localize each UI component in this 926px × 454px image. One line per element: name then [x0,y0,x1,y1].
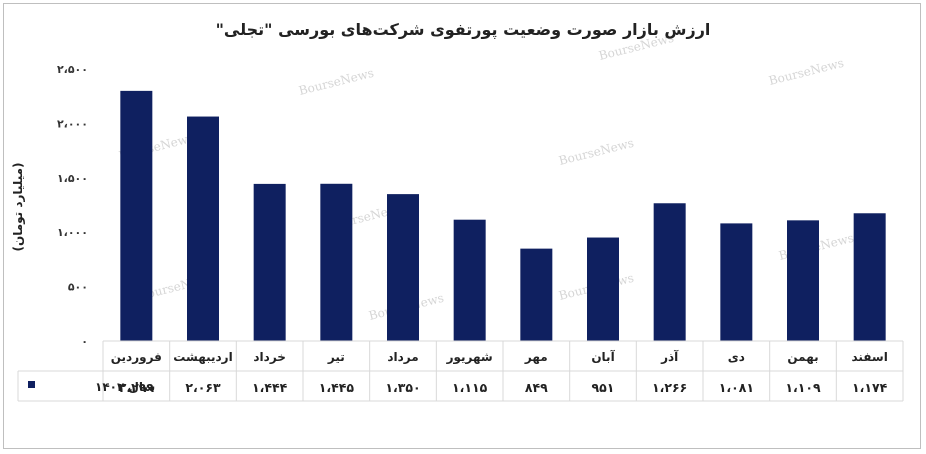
watermark-text: BourseNews [297,66,375,98]
bar [653,203,686,341]
category-label: شهریور [446,350,493,365]
y-tick-label: ۲،۰۰۰ [57,117,88,130]
category-label: اسفند [851,350,887,364]
legend-label: سال ۱۴۰۲ [95,380,155,394]
value-label: ۸۴۹ [525,380,548,395]
watermark-text: BourseNews [557,136,635,168]
category-label: مرداد [387,350,418,364]
category-label: بهمن [787,350,818,364]
category-label: فروردین [111,350,162,365]
category-label: مهر [524,350,548,364]
y-axis-ticks: ۰ ۵۰۰ ۱،۰۰۰ ۱،۵۰۰ ۲،۰۰۰ ۲،۵۰۰ [57,63,88,348]
legend-swatch [28,381,35,388]
value-label: ۹۵۱ [592,380,615,395]
value-label: ۱،۱۱۵ [452,380,488,395]
y-tick-label: ۱،۵۰۰ [57,172,88,185]
bar [253,183,286,341]
data-table: فروردین ۲،۲۹۹ اردیبهشت ۲،۰۶۳ خرداد ۱،۴۴۴ تیر ۱،… [17,340,904,402]
bar [720,223,753,341]
category-label: آبان [591,349,615,364]
bar [120,90,153,341]
value-label: ۱،۲۶۶ [652,380,687,395]
bar [187,116,219,342]
category-label: آذر [660,349,679,364]
value-label: ۱،۱۰۹ [785,380,821,395]
bar [520,248,553,341]
bar [853,213,886,341]
y-tick-label: ۱،۰۰۰ [57,226,88,239]
category-label: خرداد [253,350,286,364]
bar [387,194,419,341]
y-axis-label: (میلیارد تومان) [11,162,26,251]
bar [587,237,619,341]
category-label: دی [728,350,745,364]
chart-title: ارزش بازار صورت وضعیت پورتفوی شرکت‌های ب… [216,20,711,40]
value-label: ۱،۱۷۴ [852,380,888,395]
value-label: ۱،۰۸۱ [719,380,754,395]
y-tick-label: ۲،۵۰۰ [57,63,88,76]
value-label: ۱،۳۵۰ [385,380,420,395]
bars [120,90,886,342]
category-label: اردیبهشت [173,350,232,364]
y-tick-label: ۵۰۰ [68,281,88,294]
value-label: ۱،۴۴۵ [319,380,355,395]
category-label: تیر [327,350,345,364]
value-label: ۲،۲۹۹ [119,380,155,395]
y-tick-label: ۰ [81,335,88,348]
bar [453,219,486,341]
value-label: ۲،۰۶۳ [185,380,221,395]
bar [320,183,353,341]
value-label: ۱،۴۴۴ [252,380,288,395]
watermark-text: BourseNews [767,56,845,88]
bar [787,220,819,341]
